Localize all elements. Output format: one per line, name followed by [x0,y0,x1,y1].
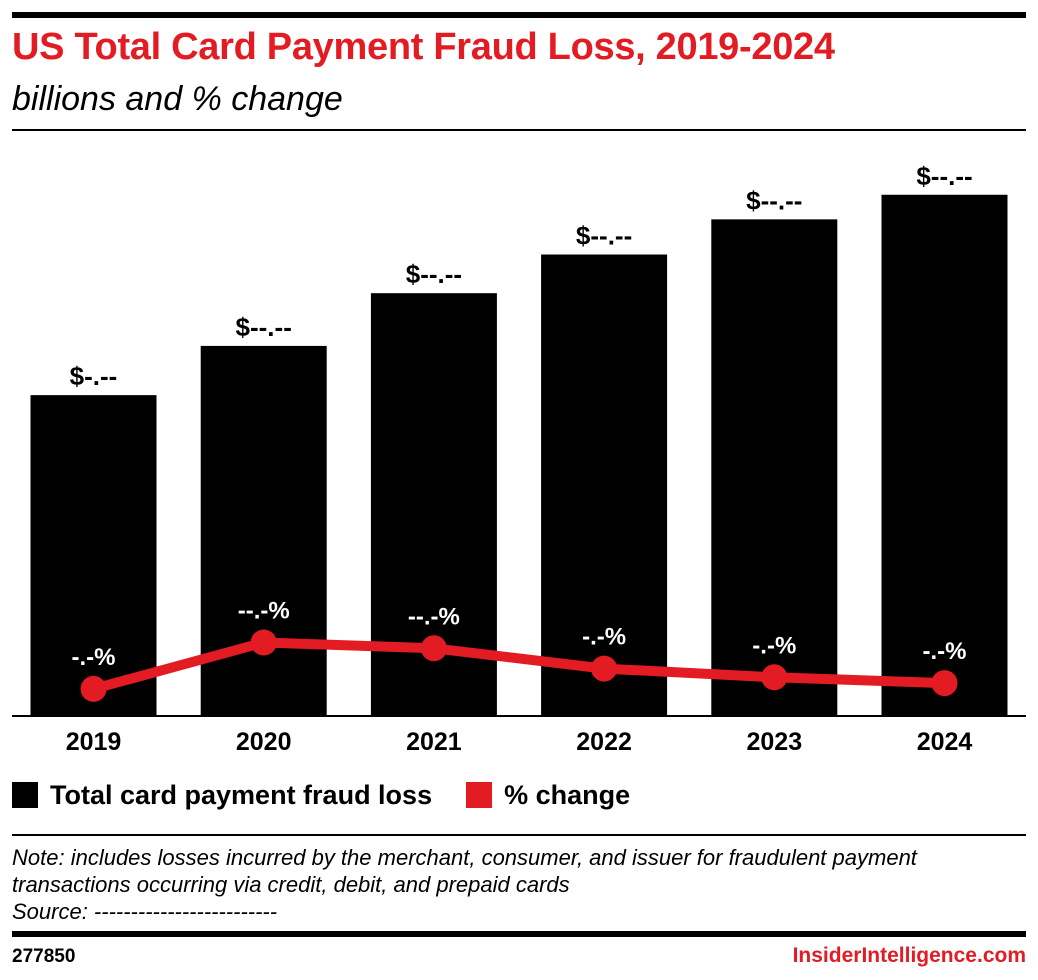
bar-value-label-2024: $--.-- [916,161,972,191]
top-rule [12,12,1026,18]
bottom-rule [12,931,1026,937]
legend-label-pct-change: % change [504,779,631,810]
x-tick-label-2023: 2023 [746,728,802,756]
note-line-1: Note: includes losses incurred by the me… [12,845,917,870]
chart-id: 277850 [12,946,76,967]
title-divider [12,129,1026,131]
bar-value-label-2023: $--.-- [746,185,802,215]
legend-item-pct-change: % change [466,780,630,811]
pct-change-point-2022 [591,655,618,682]
bar-value-label-2022: $--.-- [576,221,632,251]
pct-change-point-2020 [250,629,277,656]
x-tick-label-2020: 2020 [236,728,292,756]
bar-2022 [541,254,668,716]
pct-change-label-2019: -.-% [72,644,116,671]
pct-change-label-2024: -.-% [923,638,967,665]
legend-item-fraud-loss: Total card payment fraud loss [12,780,432,811]
pct-change-label-2020: --.-% [238,598,290,625]
x-tick-label-2024: 2024 [917,728,973,756]
pct-change-label-2021: --.-% [408,603,460,630]
pct-change-line [88,637,950,694]
chart-title: US Total Card Payment Fraud Loss, 2019-2… [12,26,835,68]
legend-swatch-pct-change [466,782,493,808]
note-block: Note: includes losses incurred by the me… [12,844,1026,925]
pct-change-label-2023: -.-% [752,632,796,659]
bar-2019 [30,395,157,715]
pct-change-point-2019 [80,675,107,702]
x-tick-label-2019: 2019 [66,728,122,756]
bar-2024 [881,194,1008,715]
brand-link[interactable]: InsiderIntelligence.com [792,944,1026,967]
bar-value-label-2019: $-.-- [70,361,118,391]
source-line: Source: ------------------------- [12,899,278,924]
pct-change-point-2023 [761,664,788,691]
legend-label-fraud-loss: Total card payment fraud loss [50,779,433,810]
bar-value-label-2020: $--.-- [236,312,292,342]
pct-change-point-2021 [420,635,447,662]
pct-change-point-2024 [931,670,958,697]
note-divider [12,834,1026,836]
note-line-2: transactions occurring via credit, debit… [12,872,570,897]
x-tick-label-2022: 2022 [576,728,632,756]
chart-svg: $-.-- 2019 $--.-- 2020 $--.-- 2021 $--.-- 2022 $… [12,161,1026,756]
x-tick-label-2021: 2021 [406,728,462,756]
bar-value-label-2021: $--.-- [406,259,462,289]
legend: Total card payment fraud loss % change [12,778,664,812]
chart-subtitle: billions and % change [12,80,343,118]
bar-2023 [711,219,838,715]
legend-swatch-fraud-loss [12,782,38,808]
pct-change-label-2022: -.-% [582,624,626,651]
chart-area: $-.-- 2019 $--.-- 2020 $--.-- 2021 $--.-- 2022 $… [0,135,1038,765]
